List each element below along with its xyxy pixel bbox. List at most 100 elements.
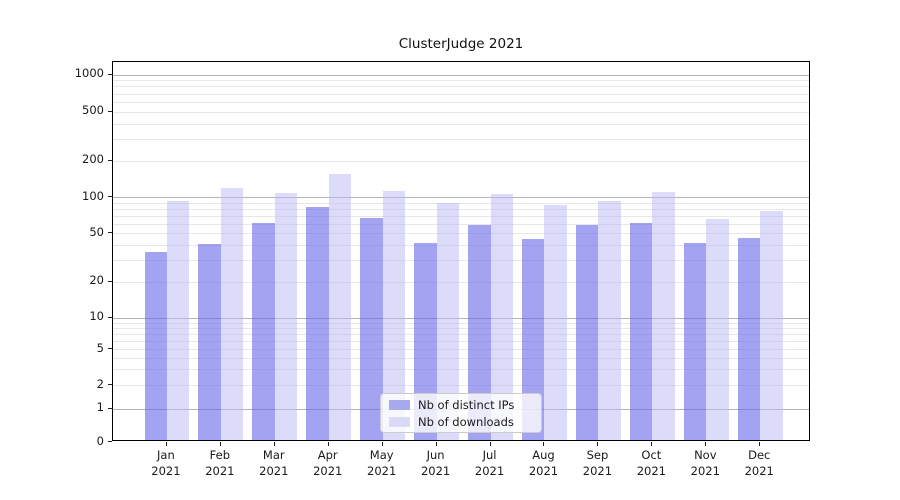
- minor-gridline: [113, 233, 809, 235]
- bar-distinct-ips-feb: [198, 244, 221, 440]
- minor-gridline: [113, 245, 809, 247]
- legend-swatch-downloads-icon: [389, 416, 410, 427]
- x-tick-month: Aug: [532, 448, 555, 462]
- x-tick-month: Dec: [748, 448, 771, 462]
- major-gridline: [113, 197, 809, 198]
- x-tick-mark: [597, 442, 599, 446]
- bar-distinct-ips-nov: [683, 243, 707, 440]
- minor-gridline: [113, 208, 809, 210]
- y-tick-mark: [108, 232, 112, 234]
- minor-gridline: [113, 327, 809, 329]
- minor-gridline: [113, 333, 809, 335]
- x-tick-mark: [381, 442, 383, 446]
- bar-distinct-ips-jan: [144, 251, 167, 440]
- bar-downloads-apr: [328, 173, 352, 440]
- bar-distinct-ips-sep: [576, 225, 599, 440]
- bar-downloads-jun: [436, 202, 459, 440]
- y-tick-label: 100: [82, 188, 104, 203]
- x-tick-label: Aug 2021: [515, 448, 571, 479]
- x-tick-month: Mar: [262, 448, 285, 462]
- minor-gridline: [113, 111, 809, 113]
- x-tick-year: 2021: [636, 463, 666, 478]
- x-tick-mark: [705, 442, 707, 446]
- x-tick-month: Jan: [157, 448, 175, 462]
- x-tick-mark: [759, 442, 761, 446]
- legend-item-downloads: Nb of downloads: [389, 415, 533, 429]
- y-tick-mark: [108, 73, 112, 75]
- x-tick-year: 2021: [528, 463, 559, 478]
- x-tick-month: Sep: [586, 448, 609, 462]
- x-tick-mark: [165, 442, 167, 446]
- legend-item-distinct-ips: Nb of distinct IPs: [389, 398, 533, 412]
- minor-gridline: [113, 358, 809, 360]
- x-tick-mark: [273, 442, 275, 446]
- y-tick-label: 1: [96, 400, 104, 415]
- bar-distinct-ips-dec: [737, 238, 761, 440]
- x-tick-year: 2021: [582, 463, 613, 478]
- y-tick-mark: [108, 280, 112, 282]
- y-tick-mark: [108, 110, 112, 112]
- x-tick-year: 2021: [420, 463, 451, 478]
- y-tick-mark: [108, 384, 112, 386]
- bar-downloads-mar: [274, 193, 298, 440]
- bar-downloads-jul: [490, 194, 513, 440]
- minor-gridline: [113, 138, 809, 140]
- legend: Nb of distinct IPs Nb of downloads: [380, 393, 542, 433]
- x-tick-mark: [327, 442, 329, 446]
- bar-distinct-ips-apr: [306, 206, 329, 440]
- legend-label-downloads: Nb of downloads: [418, 414, 514, 429]
- y-tick-label: 50: [89, 224, 104, 239]
- bar-downloads-may: [382, 190, 406, 440]
- bar-downloads-oct: [652, 192, 675, 440]
- x-tick-label: Mar 2021: [246, 448, 302, 479]
- bar-distinct-ips-mar: [252, 222, 275, 440]
- x-tick-year: 2021: [151, 463, 181, 478]
- x-tick-month: May: [369, 448, 394, 462]
- minor-gridline: [113, 123, 809, 125]
- minor-gridline: [113, 281, 809, 283]
- x-tick-year: 2021: [367, 463, 397, 478]
- y-tick-mark: [108, 348, 112, 350]
- bar-downloads-jan: [166, 200, 190, 440]
- x-tick-month: Jun: [426, 448, 445, 462]
- y-tick-label: 5: [96, 340, 104, 355]
- minor-gridline: [113, 101, 809, 103]
- minor-gridline: [113, 340, 809, 342]
- y-tick-label: 2: [96, 376, 104, 391]
- plot-area: [112, 61, 810, 441]
- minor-gridline: [113, 385, 809, 387]
- y-tick-label: 500: [82, 103, 104, 118]
- major-gridline: [113, 74, 809, 76]
- x-tick-year: 2021: [259, 463, 289, 478]
- bar-distinct-ips-may: [360, 217, 383, 440]
- minor-gridline: [113, 215, 809, 217]
- x-tick-label: May 2021: [354, 448, 410, 479]
- bar-downloads-dec: [760, 211, 783, 440]
- minor-gridline: [113, 93, 809, 95]
- y-tick-label: 10: [89, 309, 104, 324]
- x-tick-month: Oct: [641, 448, 662, 462]
- minor-gridline: [113, 160, 809, 162]
- y-tick-mark: [108, 196, 112, 197]
- x-tick-label: Jan 2021: [138, 448, 194, 479]
- x-tick-label: Oct 2021: [623, 448, 679, 479]
- x-tick-label: Dec 2021: [731, 448, 787, 479]
- minor-gridline: [113, 322, 809, 324]
- x-tick-mark: [543, 442, 545, 446]
- x-tick-year: 2021: [313, 463, 343, 478]
- minor-gridline: [113, 369, 809, 371]
- x-tick-label: Jul 2021: [462, 448, 518, 479]
- y-tick-label: 20: [89, 273, 104, 288]
- x-tick-year: 2021: [744, 463, 774, 478]
- y-tick-mark: [108, 316, 112, 318]
- chart-title: ClusterJudge 2021: [398, 36, 524, 52]
- x-tick-mark: [489, 442, 491, 446]
- x-tick-label: Sep 2021: [569, 448, 625, 479]
- bar-downloads-aug: [544, 204, 567, 440]
- x-tick-year: 2021: [474, 463, 505, 478]
- y-tick-label: 200: [82, 152, 104, 166]
- x-tick-month: Jul: [482, 448, 497, 462]
- bar-downloads-feb: [220, 188, 244, 440]
- y-tick-label: 1000: [74, 66, 104, 80]
- minor-gridline: [113, 80, 809, 82]
